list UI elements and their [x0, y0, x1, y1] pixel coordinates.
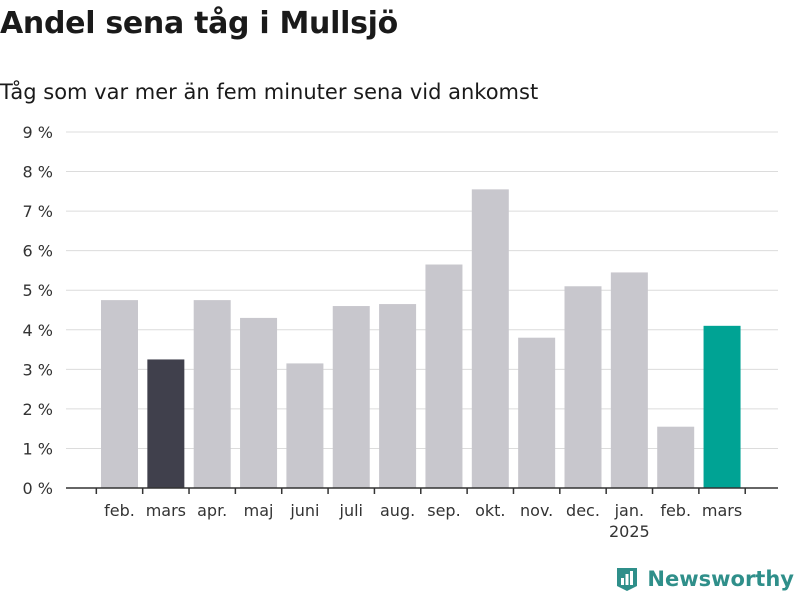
y-tick-label: 2 % — [23, 400, 53, 419]
x-tick-label: juli — [339, 501, 363, 520]
y-tick-label: 0 % — [23, 479, 53, 498]
x-tick-label: jan. — [614, 501, 644, 520]
bar — [193, 300, 231, 488]
y-tick-label: 7 % — [23, 202, 53, 221]
bar — [657, 426, 695, 488]
y-tick-label: 6 % — [23, 242, 53, 261]
bar — [564, 286, 602, 488]
gridlines — [66, 131, 778, 449]
chart-subtitle: Tåg som var mer än fem minuter sena vid … — [0, 80, 539, 104]
x-tick-label: mars — [146, 501, 186, 520]
year-label: 2025 — [609, 522, 650, 541]
bar — [240, 317, 278, 488]
bar — [147, 359, 185, 488]
y-axis-tick-labels: 0 % 1 % 2 % 3 % 4 % 5 % 6 % 7 % 8 % 9 % — [23, 123, 53, 498]
x-tick-label: mars — [702, 501, 742, 520]
y-tick-label: 1 % — [23, 439, 53, 458]
bar — [703, 325, 741, 488]
x-tick-label: apr. — [197, 501, 227, 520]
bars — [101, 189, 741, 488]
bar — [610, 272, 648, 488]
x-axis-tick-labels: feb. mars apr. maj juni juli aug. sep. okt. nov. d… — [104, 501, 742, 541]
x-tick-label: nov. — [520, 501, 553, 520]
y-tick-label: 5 % — [23, 281, 53, 300]
brand-logo: Newsworthy — [615, 566, 794, 592]
bar — [425, 264, 463, 488]
bar-chart-logo-icon — [617, 568, 638, 591]
bar — [286, 363, 324, 488]
y-tick-label: 8 % — [23, 163, 53, 182]
bar — [332, 306, 370, 488]
x-tick-label: aug. — [380, 501, 415, 520]
y-tick-label: 9 % — [23, 123, 53, 142]
brand-name: Newsworthy — [647, 567, 794, 591]
x-tick-label: feb. — [104, 501, 135, 520]
bar — [471, 189, 509, 488]
chart-title: Andel sena tåg i Mullsjö — [0, 6, 398, 41]
y-tick-label: 4 % — [23, 321, 53, 340]
x-tick-label: maj — [244, 501, 274, 520]
y-tick-label: 3 % — [23, 360, 53, 379]
bar — [379, 304, 417, 488]
x-tick-label: dec. — [566, 501, 600, 520]
x-tick-label: okt. — [475, 501, 505, 520]
x-tick-label: feb. — [660, 501, 691, 520]
x-tick-label: juni — [289, 501, 319, 520]
bar — [518, 337, 556, 488]
x-axis — [66, 487, 778, 494]
bar — [101, 300, 138, 488]
x-tick-label: sep. — [427, 501, 460, 520]
